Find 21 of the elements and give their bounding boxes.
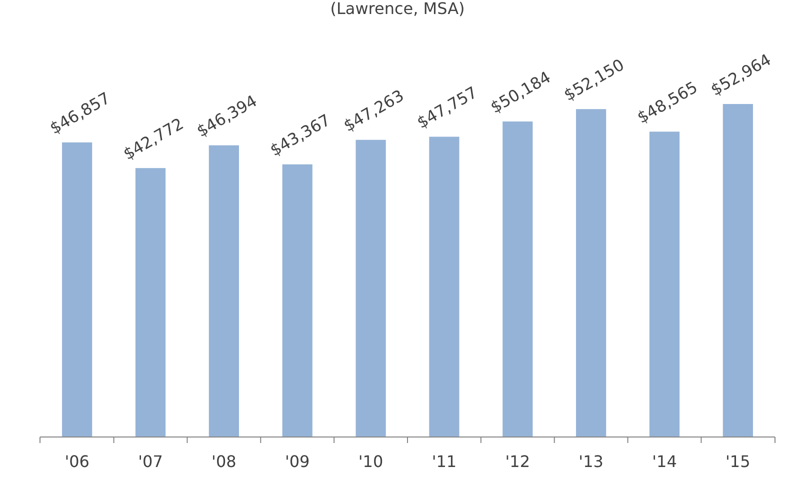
bar: [135, 168, 166, 437]
x-tick-label: '13: [578, 452, 604, 471]
x-tick-label: '06: [64, 452, 90, 471]
x-tick-label: '10: [358, 452, 384, 471]
x-tick-label: '08: [212, 452, 236, 471]
bar: [649, 132, 680, 437]
x-tick-label: '14: [652, 452, 677, 471]
x-tick-label: '09: [284, 452, 310, 471]
x-tick-label: '15: [726, 452, 750, 471]
bar: [62, 142, 92, 437]
x-tick-label: '12: [505, 452, 530, 471]
x-tick-label: '11: [432, 452, 457, 471]
bar: [429, 136, 460, 437]
bar: [502, 121, 533, 437]
bar: [356, 140, 386, 437]
bar: [282, 164, 312, 437]
chart-title: (Lawrence, MSA): [330, 0, 465, 18]
bar: [208, 145, 239, 437]
x-tick-label: '07: [138, 452, 163, 471]
bar: [722, 104, 753, 437]
bar: [576, 109, 606, 437]
